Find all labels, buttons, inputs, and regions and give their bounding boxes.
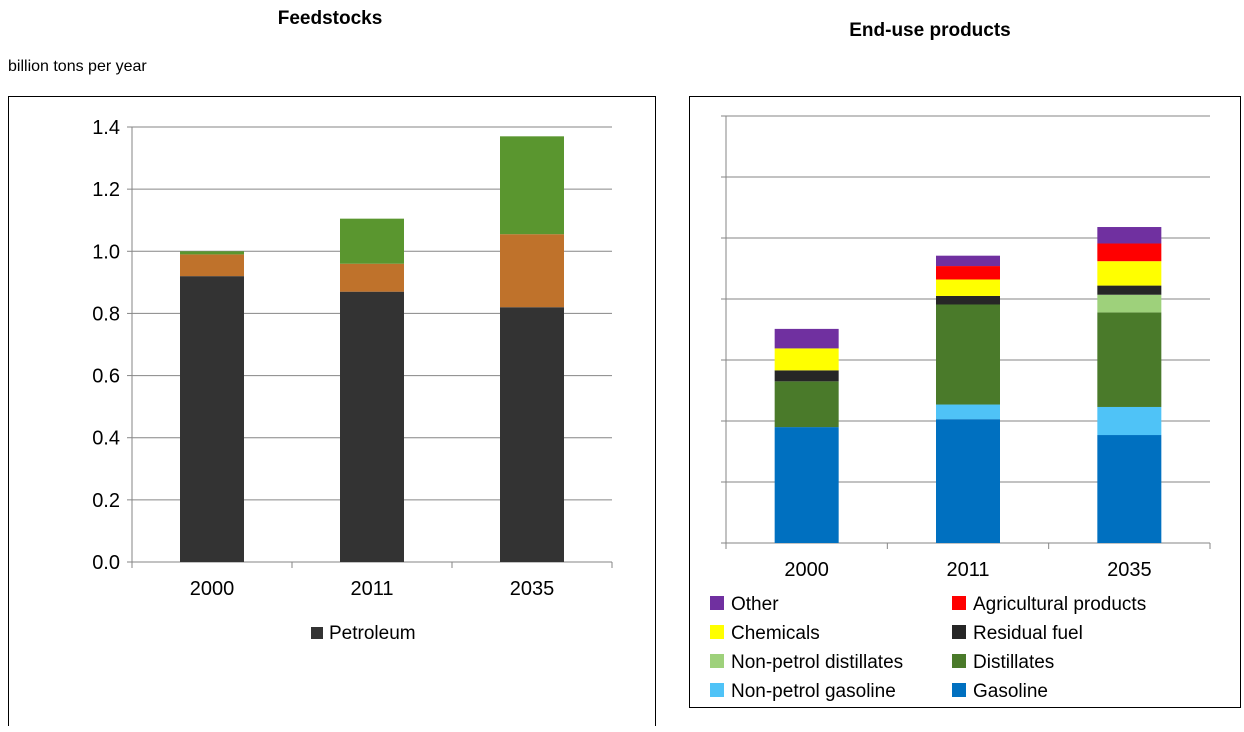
legend-label: Chemicals bbox=[731, 623, 820, 644]
end-use-chart: 2000 2011 2035 Other Agricultural products Ch… bbox=[710, 115, 1211, 702]
feedstocks-chart-panel: 0.0 0.2 0.4 0.6 0.8 1.0 1.2 1.4 2000 2011 2035 Petr… bbox=[8, 96, 656, 726]
bar-segment bbox=[774, 370, 839, 382]
x-tick-label: 2011 bbox=[946, 559, 989, 581]
end-use-chart-title: End-use products bbox=[849, 20, 1011, 41]
bar-segment bbox=[340, 291, 404, 562]
legend-swatch bbox=[710, 654, 724, 668]
bar-segment bbox=[774, 328, 839, 349]
legend-swatch bbox=[311, 627, 323, 639]
bar-segment bbox=[936, 419, 1000, 543]
y-tick-label: 0.4 bbox=[92, 428, 120, 450]
legend-swatch bbox=[710, 683, 724, 697]
bar-segment bbox=[936, 295, 1000, 305]
bar-segment bbox=[1097, 227, 1162, 244]
x-tick-label: 2000 bbox=[784, 559, 829, 581]
y-tick-label: 1.2 bbox=[92, 179, 120, 201]
bar-segment bbox=[1097, 406, 1162, 436]
bar-segment bbox=[1097, 312, 1162, 407]
feedstocks-chart-title: Feedstocks bbox=[277, 8, 383, 29]
bar-segment bbox=[1097, 294, 1162, 313]
y-tick-label: 1.0 bbox=[92, 241, 120, 263]
x-tick-label: 2035 bbox=[510, 578, 555, 600]
bar-segment bbox=[500, 136, 564, 235]
legend-label: Residual fuel bbox=[973, 623, 1083, 644]
bar-segment bbox=[340, 218, 404, 264]
x-tick-label: 2035 bbox=[1107, 559, 1152, 581]
legend-label: Agricultural products bbox=[973, 594, 1146, 615]
legend-swatch bbox=[710, 625, 724, 639]
bar-segment bbox=[774, 381, 839, 428]
legend-label: Other bbox=[731, 594, 779, 615]
bar-segment bbox=[180, 276, 244, 562]
bar-segment bbox=[1097, 243, 1162, 262]
bar-segment bbox=[180, 254, 244, 277]
feedstocks-chart: 0.0 0.2 0.4 0.6 0.8 1.0 1.2 1.4 2000 2011 2035 Petr… bbox=[92, 117, 613, 644]
end-use-chart-panel: 2000 2011 2035 Other Agricultural products Ch… bbox=[689, 96, 1241, 708]
y-tick-label: 0.0 bbox=[92, 552, 120, 574]
legend-label: Non-petrol distillates bbox=[731, 652, 903, 673]
y-tick-label: 0.2 bbox=[92, 490, 120, 512]
legend-label: Gasoline bbox=[973, 681, 1048, 702]
bar-segment bbox=[500, 234, 564, 308]
bar-segment bbox=[180, 251, 244, 255]
legend-label: Non-petrol gasoline bbox=[731, 681, 896, 702]
y-tick-label: 1.4 bbox=[92, 117, 120, 139]
bar-segment bbox=[774, 348, 839, 371]
bar-segment bbox=[1097, 261, 1162, 286]
legend-swatch bbox=[952, 596, 966, 610]
y-tick-label: 0.6 bbox=[92, 366, 120, 388]
x-tick-label: 2011 bbox=[350, 578, 393, 600]
legend-swatch bbox=[952, 683, 966, 697]
units-label: billion tons per year bbox=[8, 58, 147, 75]
x-tick-label: 2000 bbox=[190, 578, 235, 600]
bar-segment bbox=[936, 304, 1000, 405]
legend-label: Petroleum bbox=[329, 623, 416, 644]
bar-segment bbox=[936, 404, 1000, 420]
bar-segment bbox=[936, 255, 1000, 267]
bar-segment bbox=[774, 427, 839, 543]
legend-swatch bbox=[952, 625, 966, 639]
y-tick-label: 0.8 bbox=[92, 303, 120, 325]
bar-segment bbox=[340, 263, 404, 292]
bar-segment bbox=[1097, 435, 1162, 543]
bar-segment bbox=[500, 307, 564, 562]
legend-label: Distillates bbox=[973, 652, 1054, 673]
legend-swatch bbox=[952, 654, 966, 668]
bar-segment bbox=[936, 266, 1000, 280]
bar-segment bbox=[1097, 285, 1162, 295]
bar-segment bbox=[936, 279, 1000, 296]
legend-swatch bbox=[710, 596, 724, 610]
